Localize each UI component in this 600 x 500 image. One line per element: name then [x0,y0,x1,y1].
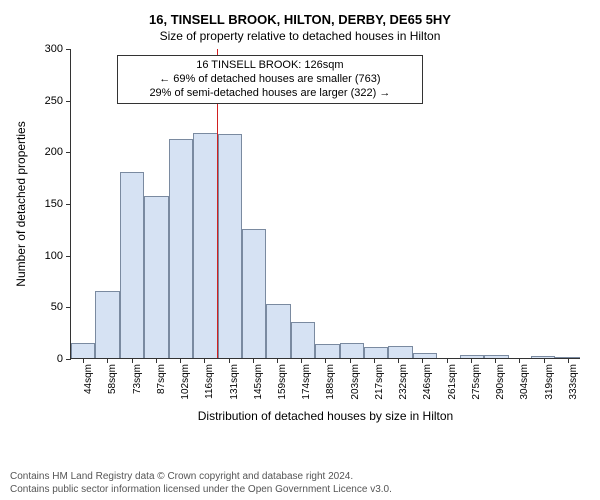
x-tick-label: 159sqm [277,364,288,400]
annotation-box: 16 TINSELL BROOK: 126sqm← 69% of detache… [117,55,423,104]
bar [364,347,388,358]
bar [266,304,290,358]
x-tick-label: 217sqm [374,364,385,400]
x-tick-mark [398,358,399,363]
annotation-line: 29% of semi-detached houses are larger (… [124,87,416,101]
x-tick-label: 102sqm [180,364,191,400]
x-tick-mark [374,358,375,363]
x-tick-mark [568,358,569,363]
x-tick-label: 44sqm [83,364,94,394]
x-tick-mark [301,358,302,363]
bar [218,134,242,358]
bar [340,343,364,359]
x-tick-label: 275sqm [471,364,482,400]
footer: Contains HM Land Registry data © Crown c… [10,471,590,496]
x-tick-label: 304sqm [519,364,530,400]
x-tick-mark [447,358,448,363]
bar [193,133,217,358]
footer-line-2: Contains public sector information licen… [10,484,590,497]
annotation-line: 16 TINSELL BROOK: 126sqm [124,59,416,73]
x-tick-label: 333sqm [568,364,579,400]
x-tick-mark [253,358,254,363]
chart-title-main: 16, TINSELL BROOK, HILTON, DERBY, DE65 5… [10,12,590,27]
x-tick-label: 261sqm [447,364,458,400]
x-tick-mark [156,358,157,363]
bar [169,139,193,358]
x-tick-mark [544,358,545,363]
x-tick-mark [229,358,230,363]
bar [71,343,95,359]
x-tick-mark [325,358,326,363]
x-tick-mark [277,358,278,363]
bar [120,172,144,358]
x-tick-label: 116sqm [204,364,215,399]
bar [95,291,119,358]
x-tick-mark [180,358,181,363]
chart-title-sub: Size of property relative to detached ho… [10,29,590,43]
x-tick-label: 87sqm [156,364,167,394]
x-tick-label: 73sqm [132,364,143,394]
x-tick-mark [132,358,133,363]
x-tick-mark [83,358,84,363]
x-tick-mark [471,358,472,363]
y-tick-label: 0 [57,353,71,365]
y-tick-label: 50 [51,301,71,313]
chart-area: Number of detached properties 0501001502… [70,49,580,359]
y-tick-label: 150 [45,198,71,210]
bar [315,344,339,358]
x-tick-mark [495,358,496,363]
x-tick-label: 145sqm [253,364,264,400]
y-tick-label: 250 [45,95,71,107]
bar [242,229,266,358]
x-tick-mark [350,358,351,363]
x-tick-label: 131sqm [229,364,240,400]
bar [388,346,412,358]
x-tick-mark [107,358,108,363]
annotation-line: ← 69% of detached houses are smaller (76… [124,73,416,87]
x-axis-label: Distribution of detached houses by size … [71,409,580,423]
y-axis-label: Number of detached properties [14,121,28,286]
bar [291,322,315,358]
x-tick-label: 174sqm [301,364,312,400]
x-tick-label: 203sqm [350,364,361,400]
y-tick-label: 300 [45,43,71,55]
bar [144,196,168,358]
y-tick-label: 200 [45,146,71,158]
x-tick-label: 232sqm [398,364,409,400]
x-tick-label: 188sqm [325,364,336,400]
x-tick-label: 319sqm [544,364,555,400]
x-tick-mark [519,358,520,363]
x-tick-label: 58sqm [107,364,118,394]
footer-line-1: Contains HM Land Registry data © Crown c… [10,471,590,484]
x-tick-label: 290sqm [495,364,506,400]
x-tick-mark [422,358,423,363]
y-tick-label: 100 [45,250,71,262]
x-tick-label: 246sqm [422,364,433,400]
x-tick-mark [204,358,205,363]
